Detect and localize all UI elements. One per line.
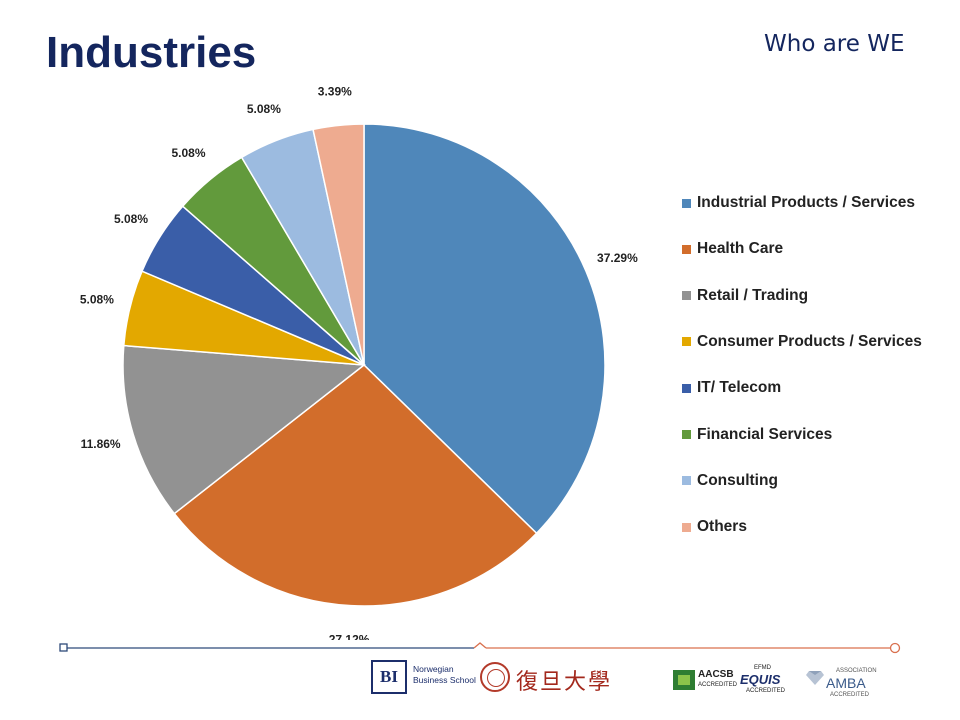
pie-data-label-2: 11.86% bbox=[81, 437, 121, 451]
pie-data-labels: 37.29% 27.12% 11.86% 5.08% 5.08% 5.08% 5.08% 3.… bbox=[80, 85, 638, 640]
legend-swatch-5 bbox=[682, 430, 691, 439]
pie-data-label-4: 5.08% bbox=[114, 212, 148, 226]
pie-slice-2 bbox=[122, 344, 366, 515]
bi-logo: BI bbox=[371, 660, 407, 694]
legend-label-4: IT/ Telecom bbox=[697, 379, 782, 397]
legend-item-5: Financial Services bbox=[682, 424, 832, 446]
legend-item-4: IT/ Telecom bbox=[682, 377, 781, 399]
pie-slice-0 bbox=[363, 123, 606, 535]
amba-logo-text: ASSOCIATION AMBA ACCREDITED bbox=[826, 666, 877, 700]
legend-label-6: Consulting bbox=[697, 471, 778, 489]
legend-label-1: Health Care bbox=[697, 240, 784, 258]
footer-line-notch bbox=[473, 642, 487, 649]
aacsb-sub: ACCREDITED bbox=[698, 682, 738, 688]
legend-item-6: Consulting bbox=[682, 470, 778, 492]
footer-line-right-end bbox=[889, 642, 901, 654]
pie-slices bbox=[122, 123, 606, 607]
pie-chart: 37.29% 27.12% 11.86% 5.08% 5.08% 5.08% 5.08% 3.… bbox=[80, 85, 638, 640]
equis-sub: ACCREDITED bbox=[746, 688, 786, 694]
page-title: Industries bbox=[46, 28, 257, 77]
pie-data-label-0: 37.29% bbox=[597, 251, 638, 265]
legend-item-3: Consumer Products / Services bbox=[682, 331, 922, 353]
legend-swatch-4 bbox=[682, 383, 691, 393]
legend-swatch-1 bbox=[682, 244, 691, 254]
pie-slice-1 bbox=[173, 364, 538, 607]
legend-label-3: Consumer Products / Services bbox=[697, 332, 922, 350]
legend-swatch-0 bbox=[682, 198, 691, 208]
pie-data-label-7: 3.39% bbox=[318, 85, 352, 99]
legend-label-0: Industrial Products / Services bbox=[697, 194, 915, 211]
legend-label-5: Financial Services bbox=[697, 425, 833, 443]
legend-item-0: Industrial Products / Services bbox=[682, 192, 915, 214]
aacsb-logo-icon bbox=[673, 670, 695, 690]
pie-slice-7 bbox=[312, 123, 365, 366]
section-subtitle: Who are WE bbox=[764, 31, 905, 57]
bi-name-line2: Business School bbox=[413, 675, 476, 685]
equis-logo: EFMD EQUIS ACCREDITED bbox=[740, 664, 785, 696]
fudan-seal-icon bbox=[480, 662, 510, 692]
legend-swatch-7 bbox=[682, 522, 691, 532]
pie-data-label-5: 5.08% bbox=[171, 146, 205, 160]
fudan-logo-text: 復旦大學 bbox=[516, 670, 613, 695]
legend-item-7: Others bbox=[682, 516, 747, 538]
bi-logo-text: Norwegian Business School bbox=[413, 664, 476, 686]
pie-data-label-6: 5.08% bbox=[247, 102, 281, 116]
legend-item-2: Retail / Trading bbox=[682, 285, 808, 307]
amba-name: AMBA bbox=[826, 675, 866, 691]
equis-top: EFMD bbox=[754, 665, 771, 671]
legend-label-2: Retail / Trading bbox=[697, 286, 809, 304]
amba-diamond-icon bbox=[806, 671, 824, 685]
footer-divider bbox=[59, 642, 901, 654]
legend-item-1: Health Care bbox=[682, 238, 783, 260]
legend-swatch-6 bbox=[682, 476, 691, 486]
pie-data-label-1: 27.12% bbox=[329, 633, 370, 640]
bi-name-line1: Norwegian bbox=[413, 664, 454, 674]
footer-line-left-end bbox=[59, 643, 68, 652]
legend-label-7: Others bbox=[697, 518, 747, 536]
equis-name: EQUIS bbox=[740, 672, 781, 687]
legend-swatch-2 bbox=[682, 291, 691, 301]
legend-swatch-3 bbox=[682, 337, 691, 347]
amba-top: ASSOCIATION bbox=[836, 668, 877, 674]
pie-data-label-3: 5.08% bbox=[80, 293, 114, 307]
aacsb-logo-text: AACSB ACCREDITED bbox=[698, 670, 737, 690]
amba-sub: ACCREDITED bbox=[830, 692, 870, 698]
aacsb-name: AACSB bbox=[698, 669, 734, 680]
